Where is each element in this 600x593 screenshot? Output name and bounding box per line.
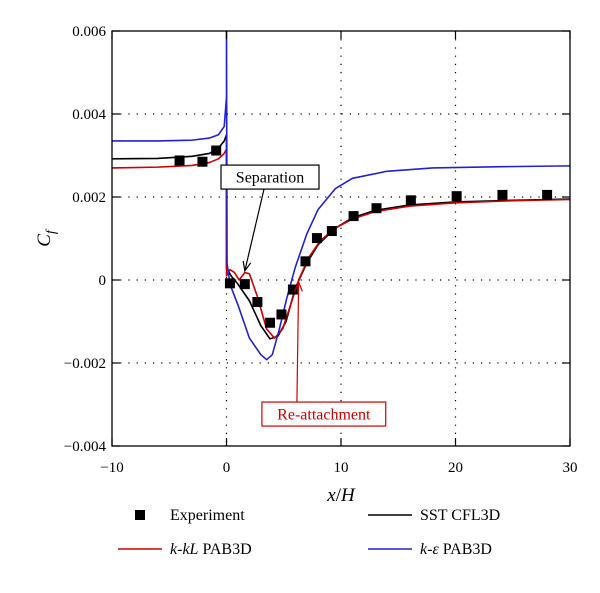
y-axis-label-sub: f	[44, 228, 59, 234]
experiment-point	[224, 278, 235, 289]
y-tick-label: 0.002	[72, 190, 106, 206]
legend-label-part: PAB3D	[439, 541, 492, 558]
x-tick-label: 0	[223, 460, 231, 476]
legend-label-part: ε	[432, 541, 439, 558]
separation-arrow-head	[242, 260, 252, 273]
separation-box	[220, 164, 320, 190]
x-tick-label: −10	[100, 460, 123, 476]
series-line	[111, 148, 571, 339]
axis-labels: x/H Cf	[34, 228, 356, 506]
experiment-point	[276, 309, 287, 320]
x-tick-label: 20	[448, 460, 463, 476]
y-tick-label: −0.004	[64, 439, 107, 455]
experiment-point	[265, 317, 276, 328]
legend-label-part: PAB3D	[198, 541, 251, 558]
reattachment-arrow-line	[296, 282, 300, 403]
grid	[112, 31, 570, 446]
experiment-point	[542, 189, 553, 200]
reattachment-label: Re-attachment	[277, 407, 371, 424]
separation-label: Separation	[236, 170, 304, 187]
legend-label-part: -	[177, 541, 182, 558]
legend-label-part: -	[427, 541, 432, 558]
legend-label: k-kL PAB3D	[170, 541, 252, 558]
x-tick-label: 30	[563, 460, 578, 476]
legend-label: k-ε PAB3D	[420, 541, 492, 558]
plot-frame	[111, 30, 571, 447]
experiment-point	[451, 191, 462, 202]
series-line	[112, 30, 571, 361]
y-axis-label-main: C	[34, 234, 55, 247]
reattachment-box	[261, 401, 387, 427]
annotations: Separation Re-attachment	[220, 164, 387, 427]
experiment-point	[348, 211, 359, 222]
experiment-point	[211, 145, 222, 156]
x-axis-label-den: H	[340, 485, 356, 506]
experiment-point	[287, 284, 298, 295]
experiment-point	[326, 226, 337, 237]
experiment-markers	[174, 145, 553, 328]
y-tick-label: 0.006	[72, 24, 106, 40]
legend-marker-experiment	[135, 510, 145, 520]
reattachment-arrow-head	[294, 280, 303, 292]
x-tick-label: 10	[334, 460, 349, 476]
x-axis-label-main: x	[326, 485, 336, 506]
separation-arrow-line	[244, 188, 265, 272]
tick-labels: −10 0 10 20 30 −0.004 −0.002 0 0.002 0.004 0.006	[64, 24, 578, 476]
experiment-point	[371, 203, 382, 214]
x-axis-label-sep: /	[336, 485, 342, 506]
experiment-point	[311, 233, 322, 244]
experiment-point	[497, 189, 508, 200]
experiment-point	[252, 296, 263, 307]
legend-label-part: k	[420, 541, 428, 558]
experiment-point	[405, 195, 416, 206]
experiment-point	[300, 256, 311, 267]
legend-label: Experiment	[170, 507, 245, 524]
legend-label-part: kL	[182, 541, 198, 558]
legend-label-part: k	[170, 541, 178, 558]
experiment-point	[197, 156, 208, 167]
legend-label: SST CFL3D	[420, 507, 500, 524]
y-axis-label: Cf	[34, 228, 59, 247]
y-tick-label: 0	[99, 273, 107, 289]
experiment-point	[239, 279, 250, 290]
y-tick-label: −0.002	[64, 356, 106, 372]
y-tick-label: 0.004	[72, 107, 106, 123]
experiment-point	[174, 155, 185, 166]
x-axis-label: x/H	[326, 485, 356, 506]
